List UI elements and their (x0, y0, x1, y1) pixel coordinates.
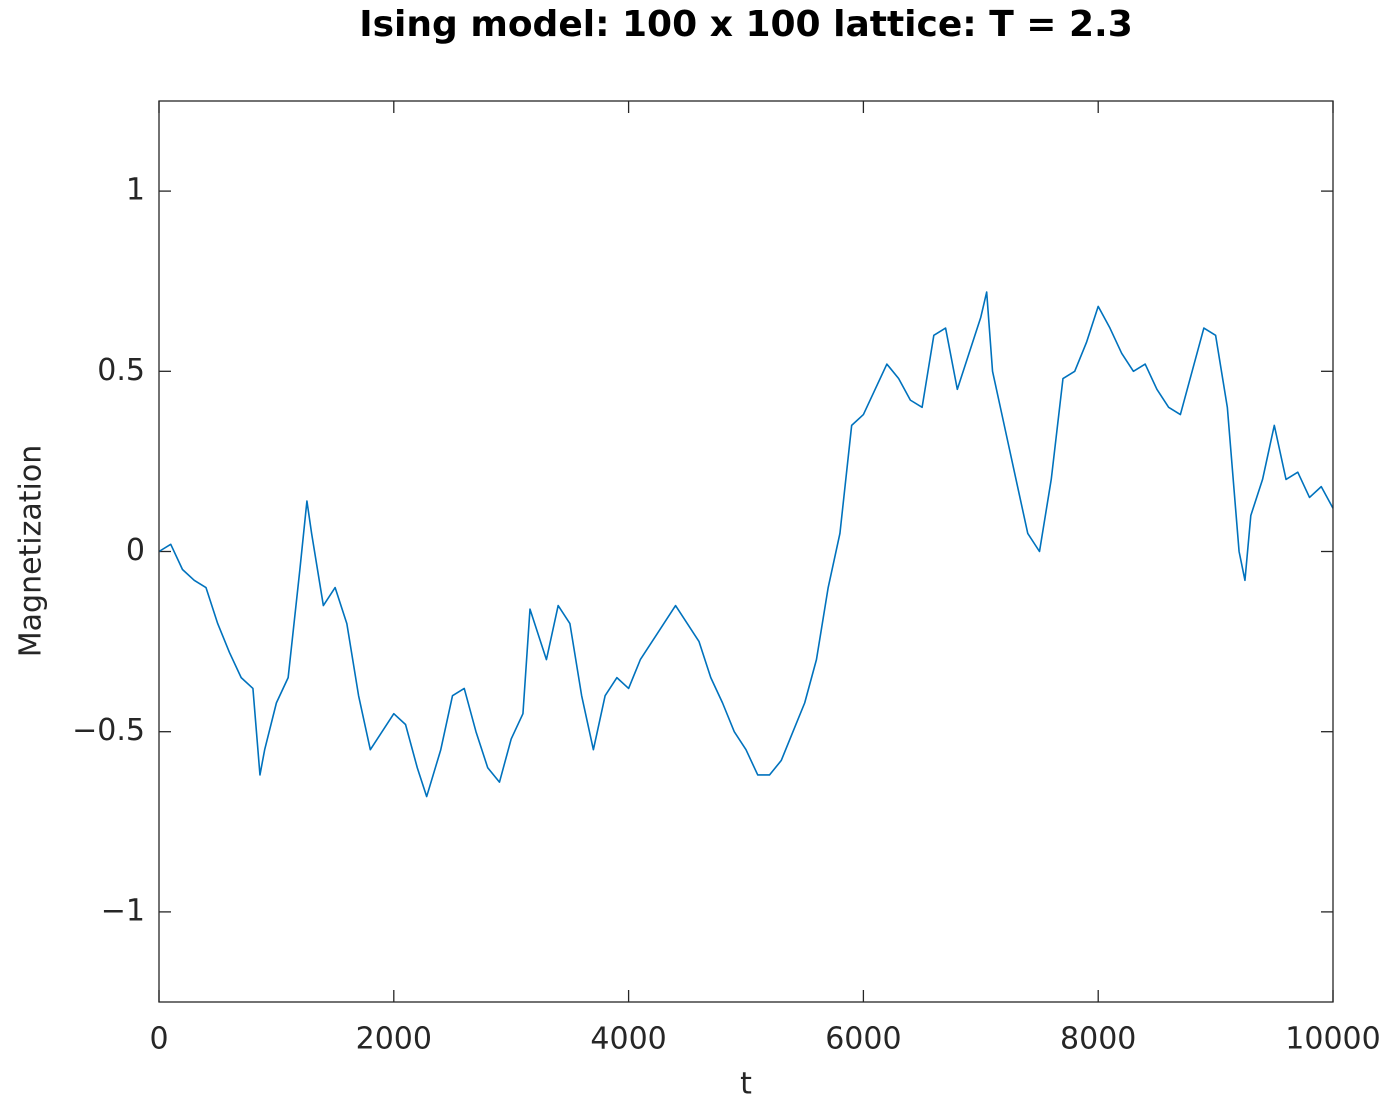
y-tick-label: 0 (126, 533, 145, 568)
y-axis-label: Magnetization (14, 445, 49, 657)
x-tick-label: 2000 (356, 1022, 432, 1057)
chart-title: Ising model: 100 x 100 lattice: T = 2.3 (359, 4, 1133, 45)
y-tick-label: 0.5 (97, 353, 145, 388)
x-tick-label: 4000 (590, 1022, 666, 1057)
y-tick-label: −0.5 (72, 713, 145, 748)
y-tick-label: 1 (126, 173, 145, 208)
x-axis-label: t (740, 1067, 752, 1102)
x-tick-label: 10000 (1285, 1022, 1380, 1057)
y-tick-label: −1 (101, 893, 145, 928)
data-line (158, 291, 1334, 798)
x-tick-label: 6000 (825, 1022, 901, 1057)
axes-box (158, 100, 1334, 1003)
x-tick-label: 0 (149, 1022, 168, 1057)
x-tick-label: 8000 (1060, 1022, 1136, 1057)
